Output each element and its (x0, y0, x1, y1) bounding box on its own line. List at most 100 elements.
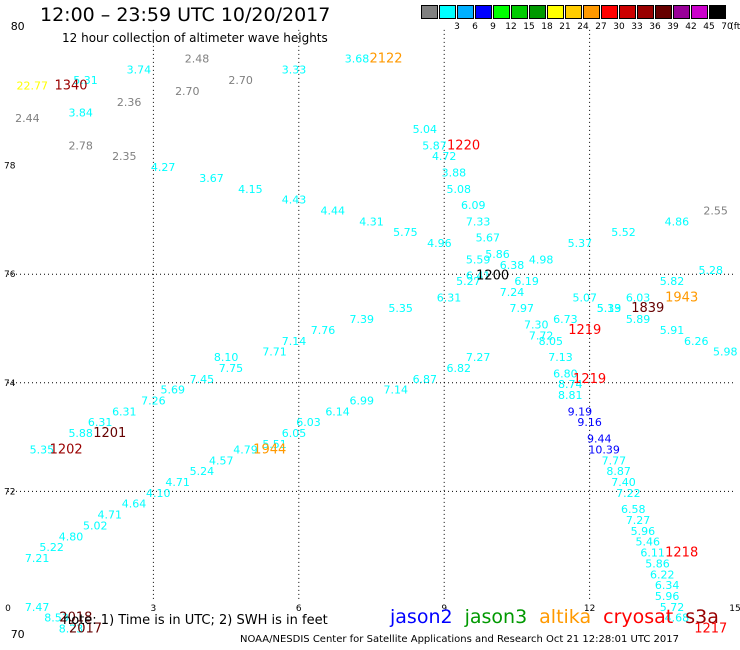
legend-swatch (709, 5, 726, 19)
wave-height-label: 7.26 (141, 395, 166, 408)
pass-time-label: 2018 (59, 611, 92, 626)
x-tick-label: 0 (5, 604, 11, 614)
wave-height-label: 2.70 (228, 74, 253, 87)
y-tick-label: 78 (4, 162, 16, 172)
wave-height-label: 6.09 (461, 199, 486, 212)
legend-swatch (475, 5, 492, 19)
wave-height-label: 3.33 (282, 63, 307, 76)
satellite-name: jason2 (390, 606, 453, 628)
wave-height-label: 3.84 (68, 107, 93, 120)
pass-time-label: 1839 (631, 301, 664, 316)
wave-height-label: 5.27 (456, 275, 481, 288)
wave-height-label: 6.26 (684, 335, 709, 348)
credit-line: NOAA/NESDIS Center for Satellite Applica… (240, 634, 679, 645)
pass-time-label: 1218 (665, 546, 698, 561)
wave-height-label: 7.40 (611, 476, 636, 489)
pass-time-label: 1220 (447, 138, 480, 153)
pass-time-label: 1200 (476, 269, 509, 284)
wave-height-label: 80 (11, 20, 25, 33)
y-tick-label: 72 (4, 487, 15, 497)
wave-height-label: 5.35 (388, 302, 413, 315)
wave-height-label: 5.87 (422, 139, 447, 152)
wave-height-label: 4.43 (282, 194, 307, 207)
wave-height-label: 4.57 (209, 454, 234, 467)
wave-height-label: 5.51 (262, 438, 287, 451)
wave-height-label: 8.81 (558, 389, 583, 402)
pass-time-label: 2122 (369, 51, 402, 66)
map-title: 12:00 – 23:59 UTC 10/20/2017 (40, 4, 331, 26)
legend-swatch (583, 5, 600, 19)
wave-height-label: 5.24 (190, 465, 215, 478)
wave-height-label: 5.37 (568, 237, 593, 250)
wave-height-label: 7.45 (190, 373, 215, 386)
wave-height-label: 4.44 (320, 204, 345, 217)
wave-height-label: 5.86 (645, 557, 670, 570)
legend-swatch (529, 5, 546, 19)
wave-height-label: 5.22 (39, 541, 64, 554)
wave-height-label: 4.27 (151, 161, 176, 174)
wave-height-label: 5.82 (660, 275, 685, 288)
pass-time-label: 1944 (253, 442, 286, 457)
wave-height-label: 5.31 (73, 74, 98, 87)
wave-height-label: 6.38 (500, 259, 525, 272)
wave-height-label: 2.48 (185, 52, 210, 65)
wave-height-label: 7.27 (466, 351, 491, 364)
wave-height-label: 6.58 (621, 503, 646, 516)
wave-height-label: 7.14 (383, 384, 408, 397)
wave-height-label: 3.74 (127, 63, 152, 76)
wave-height-label: 4.71 (165, 476, 190, 489)
wave-height-label: 5.35 (30, 443, 55, 456)
wave-height-label: 7.72 (529, 329, 554, 342)
pass-time-label: 1219 (573, 372, 606, 387)
wave-height-label: 2.35 (112, 150, 137, 163)
wave-height-label: 4.31 (359, 215, 384, 228)
legend-swatch (439, 5, 456, 19)
wave-height-label: 4.15 (238, 183, 263, 196)
wave-height-label: 5.88 (68, 427, 93, 440)
legend-label: 18 (541, 22, 553, 32)
wave-height-label: 6.11 (640, 547, 665, 560)
wave-height-label: 7.33 (466, 215, 491, 228)
wave-height-label: 4.68 (665, 612, 690, 625)
wave-height-label: 6.73 (553, 313, 578, 326)
x-tick-label: 15 (729, 604, 740, 614)
wave-height-label: 5.46 (636, 536, 661, 549)
wave-height-label: 6.31 (112, 405, 137, 418)
wave-height-label: 70 (11, 628, 25, 641)
wave-height-label: 7.75 (219, 362, 244, 375)
legend-label: 36 (649, 22, 661, 32)
wave-height-labels: 80 22.77 5.31 3.74 2.48 2.70 3.33 3.68 2.36 2.70 2… (11, 20, 738, 641)
wave-height-label: 8.53 (44, 612, 69, 625)
legend-label: 9 (490, 22, 496, 32)
wave-height-label: 5.02 (83, 519, 108, 532)
footer-note: note: 1) Time is in UTC; 2) SWH is in fe… (63, 613, 328, 628)
wave-height-label: 3.88 (442, 166, 467, 179)
wave-height-label: 7.76 (311, 324, 336, 337)
wave-height-label: 7.39 (350, 313, 375, 326)
legend-label: 33 (631, 22, 643, 32)
wave-height-label: 8.74 (558, 378, 583, 391)
wave-height-label: 6.14 (325, 405, 350, 418)
wave-height-label: 7.47 (25, 601, 50, 614)
wave-height-label: 4.98 (529, 253, 554, 266)
wave-height-label: 6.31 (88, 416, 113, 429)
legend-swatch (601, 5, 618, 19)
wave-height-label: 2.55 (703, 204, 728, 217)
wave-height-label: 4.71 (98, 509, 123, 522)
wave-height-label: 5.07 (573, 291, 598, 304)
satellite-name: cryosat (603, 606, 674, 628)
wave-height-label: 6.03 (296, 416, 321, 429)
legend-label: 24 (577, 22, 589, 32)
legend-label: 12 (505, 22, 517, 32)
wave-height-label: 5.28 (699, 264, 724, 277)
legend-swatch (691, 5, 708, 19)
wave-height-label: 4.64 (122, 498, 147, 511)
wave-height-label: 7.22 (616, 487, 641, 500)
legend-label: 39 (667, 22, 679, 32)
wave-height-label: 7.13 (548, 351, 573, 364)
wave-height-label: 5.91 (660, 324, 685, 337)
wave-height-label: 5.75 (393, 226, 418, 239)
legend-label: 42 (685, 22, 697, 32)
wave-height-label: 5.59 (466, 253, 491, 266)
